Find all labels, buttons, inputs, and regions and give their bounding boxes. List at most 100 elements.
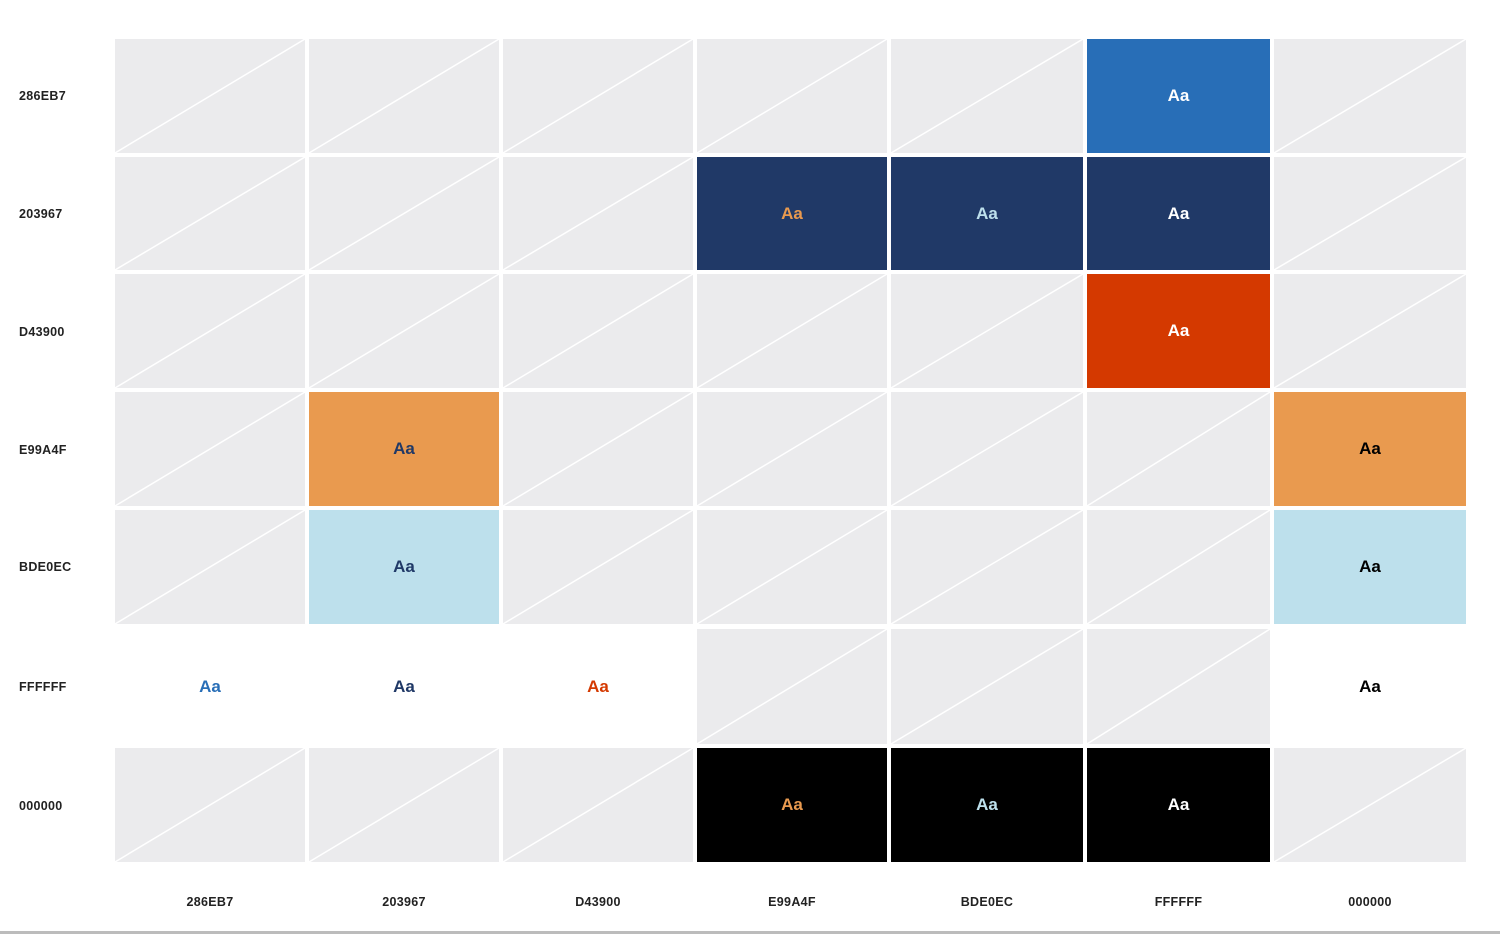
diagonal-slash-icon xyxy=(309,39,499,153)
diagonal-slash-icon xyxy=(1274,748,1466,862)
column-label-ffffff: FFFFFF xyxy=(1154,895,1203,909)
row-label-ffffff: FFFFFF xyxy=(19,680,67,694)
sample-text: Aa xyxy=(393,557,415,576)
swatch-cell-bg-ffffff-fg-d43900: Aa xyxy=(503,629,693,744)
swatch-cell-bg-bde0ec-fg-203967: Aa xyxy=(309,510,499,624)
sample-text: Aa xyxy=(976,203,998,223)
swatch-cell-bg-203967-fg-bde0ec: Aa xyxy=(891,157,1083,270)
diagonal-slash-icon xyxy=(1274,157,1466,270)
sample-text: Aa xyxy=(393,676,415,696)
diagonal-slash-icon xyxy=(115,157,305,270)
diagonal-slash-icon xyxy=(503,392,693,506)
unavailable-cell-bg-286eb7-fg-d43900 xyxy=(503,39,693,153)
swatch-cell-bg-000000-fg-e99a4f: Aa xyxy=(697,748,887,862)
unavailable-cell-bg-e99a4f-fg-e99a4f xyxy=(697,392,887,506)
diagonal-slash-icon xyxy=(891,39,1083,153)
unavailable-cell-bg-e99a4f-fg-286eb7 xyxy=(115,392,305,506)
swatch-cell-bg-203967-fg-ffffff: Aa xyxy=(1087,157,1270,270)
swatch-cell-bg-000000-fg-bde0ec: Aa xyxy=(891,748,1083,862)
unavailable-cell-bg-286eb7-fg-bde0ec xyxy=(891,39,1083,153)
sample-text: Aa xyxy=(1359,439,1381,458)
unavailable-cell-bg-e99a4f-fg-ffffff xyxy=(1087,392,1270,506)
diagonal-slash-icon xyxy=(697,629,887,744)
unavailable-cell-bg-ffffff-fg-bde0ec xyxy=(891,629,1083,744)
diagonal-slash-icon xyxy=(115,39,305,153)
sample-text: Aa xyxy=(976,795,998,814)
swatch-cell-bg-286eb7-fg-ffffff: Aa xyxy=(1087,39,1270,153)
diagonal-slash-icon xyxy=(697,392,887,506)
diagonal-slash-icon xyxy=(697,510,887,624)
unavailable-cell-bg-286eb7-fg-000000 xyxy=(1274,39,1466,153)
row-label-d43900: D43900 xyxy=(19,325,65,339)
sample-text: Aa xyxy=(1359,557,1381,576)
unavailable-cell-bg-203967-fg-203967 xyxy=(309,157,499,270)
sample-text: Aa xyxy=(587,676,609,696)
diagonal-slash-icon xyxy=(115,392,305,506)
unavailable-cell-bg-d43900-fg-203967 xyxy=(309,274,499,388)
unavailable-cell-bg-000000-fg-000000 xyxy=(1274,748,1466,862)
sample-text: Aa xyxy=(393,439,415,458)
diagonal-slash-icon xyxy=(309,157,499,270)
swatch-cell-bg-203967-fg-e99a4f: Aa xyxy=(697,157,887,270)
unavailable-cell-bg-ffffff-fg-e99a4f xyxy=(697,629,887,744)
unavailable-cell-bg-ffffff-fg-ffffff xyxy=(1087,629,1270,744)
diagonal-slash-icon xyxy=(891,629,1083,744)
diagonal-slash-icon xyxy=(697,39,887,153)
unavailable-cell-bg-bde0ec-fg-e99a4f xyxy=(697,510,887,624)
column-label-d43900: D43900 xyxy=(575,895,621,909)
row-label-286eb7: 286EB7 xyxy=(19,89,66,103)
diagonal-slash-icon xyxy=(1274,39,1466,153)
unavailable-cell-bg-203967-fg-000000 xyxy=(1274,157,1466,270)
unavailable-cell-bg-e99a4f-fg-bde0ec xyxy=(891,392,1083,506)
diagonal-slash-icon xyxy=(891,510,1083,624)
unavailable-cell-bg-286eb7-fg-e99a4f xyxy=(697,39,887,153)
row-label-e99a4f: E99A4F xyxy=(19,443,67,457)
unavailable-cell-bg-d43900-fg-000000 xyxy=(1274,274,1466,388)
diagonal-slash-icon xyxy=(503,39,693,153)
diagonal-slash-icon xyxy=(697,274,887,388)
column-label-bde0ec: BDE0EC xyxy=(960,895,1014,909)
swatch-cell-bg-ffffff-fg-286eb7: Aa xyxy=(115,629,305,744)
column-label-e99a4f: E99A4F xyxy=(768,895,816,909)
swatch-cell-bg-e99a4f-fg-203967: Aa xyxy=(309,392,499,506)
unavailable-cell-bg-bde0ec-fg-ffffff xyxy=(1087,510,1270,624)
unavailable-cell-bg-bde0ec-fg-bde0ec xyxy=(891,510,1083,624)
diagonal-slash-icon xyxy=(115,748,305,862)
unavailable-cell-bg-000000-fg-286eb7 xyxy=(115,748,305,862)
diagonal-slash-icon xyxy=(1087,392,1270,506)
swatch-cell-bg-000000-fg-ffffff: Aa xyxy=(1087,748,1270,862)
swatch-cell-bg-ffffff-fg-000000: Aa xyxy=(1274,629,1466,744)
unavailable-cell-bg-d43900-fg-d43900 xyxy=(503,274,693,388)
unavailable-cell-bg-000000-fg-d43900 xyxy=(503,748,693,862)
diagonal-slash-icon xyxy=(891,392,1083,506)
diagonal-slash-icon xyxy=(503,510,693,624)
diagonal-slash-icon xyxy=(115,274,305,388)
diagonal-slash-icon xyxy=(115,510,305,624)
diagonal-slash-icon xyxy=(503,157,693,270)
sample-text: Aa xyxy=(1167,203,1190,223)
unavailable-cell-bg-286eb7-fg-286eb7 xyxy=(115,39,305,153)
swatch-cell-bg-ffffff-fg-203967: Aa xyxy=(309,629,499,744)
diagonal-slash-icon xyxy=(503,274,693,388)
unavailable-cell-bg-286eb7-fg-203967 xyxy=(309,39,499,153)
column-label-203967: 203967 xyxy=(382,895,426,909)
column-label-000000: 000000 xyxy=(1348,895,1392,909)
row-label-bde0ec: BDE0EC xyxy=(19,560,72,574)
diagonal-slash-icon xyxy=(891,274,1083,388)
diagonal-slash-icon xyxy=(1087,510,1270,624)
sample-text: Aa xyxy=(1167,321,1190,340)
unavailable-cell-bg-d43900-fg-286eb7 xyxy=(115,274,305,388)
unavailable-cell-bg-bde0ec-fg-286eb7 xyxy=(115,510,305,624)
diagonal-slash-icon xyxy=(1087,629,1270,744)
diagonal-slash-icon xyxy=(309,274,499,388)
sample-text: Aa xyxy=(1167,86,1190,105)
unavailable-cell-bg-d43900-fg-bde0ec xyxy=(891,274,1083,388)
unavailable-cell-bg-bde0ec-fg-d43900 xyxy=(503,510,693,624)
unavailable-cell-bg-203967-fg-286eb7 xyxy=(115,157,305,270)
unavailable-cell-bg-e99a4f-fg-d43900 xyxy=(503,392,693,506)
sample-text: Aa xyxy=(781,203,803,223)
sample-text: Aa xyxy=(781,795,803,814)
unavailable-cell-bg-203967-fg-d43900 xyxy=(503,157,693,270)
diagonal-slash-icon xyxy=(503,748,693,862)
row-label-203967: 203967 xyxy=(19,207,63,221)
